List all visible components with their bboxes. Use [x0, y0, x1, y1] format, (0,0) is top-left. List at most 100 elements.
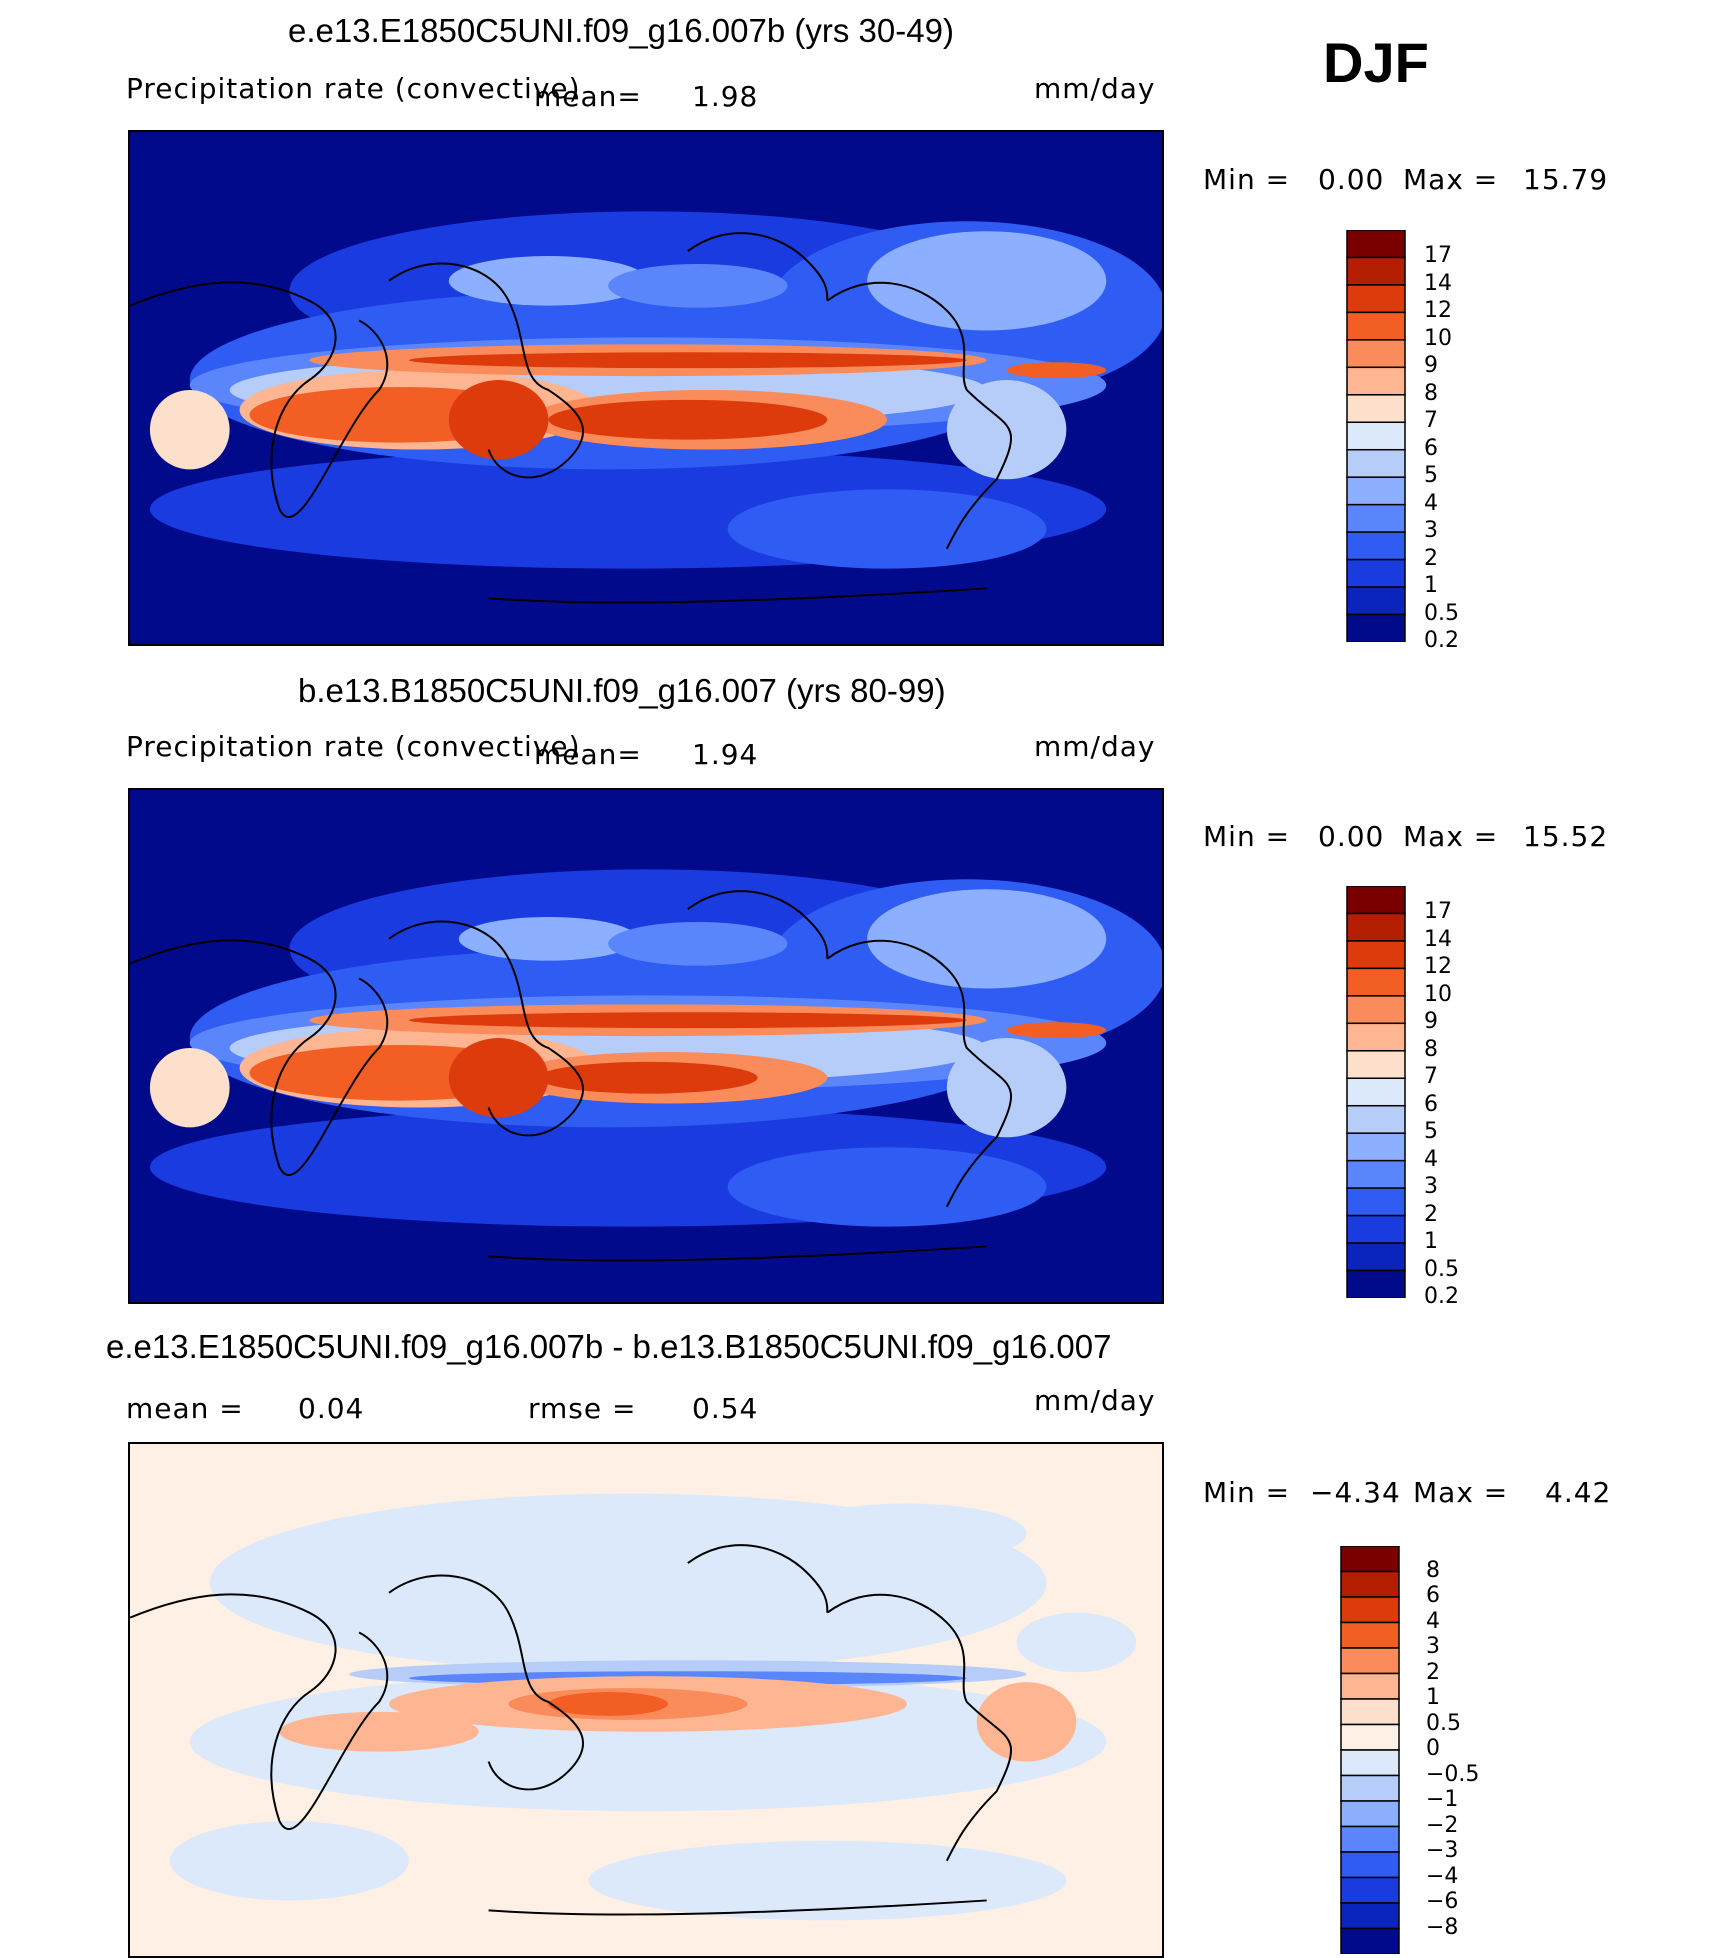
panel-2-min-label: Min = [1203, 820, 1291, 853]
colorbar-tick-label: −0.5 [1426, 1761, 1480, 1787]
colorbar-tick-label: 14 [1424, 270, 1452, 296]
colorbar-tick-label: 9 [1424, 1009, 1438, 1035]
colorbar-swatch [1346, 1269, 1406, 1298]
panel-1-units: mm/day [1034, 72, 1156, 105]
colorbar-swatch [1346, 1104, 1406, 1134]
colorbar-tick-label: 8 [1426, 1557, 1440, 1583]
colorbar-swatch [1346, 1077, 1406, 1107]
colorbar-swatch [1346, 503, 1406, 533]
colorbar-swatch [1340, 1800, 1400, 1828]
panel-1-max-value: 15.79 [1523, 163, 1609, 196]
colorbar-tick-label: 6 [1424, 1091, 1438, 1117]
colorbar-tick-label: 1 [1424, 573, 1438, 599]
colorbar-swatch [1346, 476, 1406, 506]
panel-3-max-value: 4.42 [1545, 1476, 1612, 1509]
colorbar-swatch [1340, 1672, 1400, 1700]
panel-2-units: mm/day [1034, 730, 1156, 763]
panel-3-max-label: Max = [1413, 1476, 1509, 1509]
colorbar-tick-label: 3 [1424, 1174, 1438, 1200]
panel-3-rmse-label: rmse = [528, 1392, 637, 1425]
colorbar-tick-label: 4 [1424, 490, 1438, 516]
panel-1-min-value: 0.00 [1318, 163, 1385, 196]
colorbar-tick-label: 0.5 [1424, 1256, 1459, 1282]
colorbar-swatch [1340, 1698, 1400, 1726]
colorbar-tick-label: 2 [1424, 545, 1438, 571]
colorbar-tick-label: 12 [1424, 954, 1452, 980]
colorbar-swatch [1340, 1876, 1400, 1904]
colorbar-tick-label: 17 [1424, 243, 1452, 269]
colorbar-tick-label: 12 [1424, 298, 1452, 324]
panel-1-max-label: Max = [1403, 163, 1499, 196]
colorbar-tick-label: 0.5 [1424, 600, 1459, 626]
colorbar-swatch [1340, 1596, 1400, 1624]
colorbar-swatch [1346, 940, 1406, 970]
panel-3-rmse-value: 0.54 [692, 1392, 759, 1425]
colorbar-tick-label: −8 [1426, 1914, 1459, 1940]
panel-3-colorbar-swatches [1340, 1546, 1400, 1954]
panel-2-variable: Precipitation rate (convective) [126, 730, 581, 763]
colorbar-swatch [1346, 995, 1406, 1025]
colorbar-swatch [1340, 1621, 1400, 1649]
colorbar-tick-label: 4 [1424, 1146, 1438, 1172]
panel-2-mean-value: 1.94 [692, 738, 759, 771]
colorbar-swatch [1340, 1546, 1400, 1573]
colorbar-swatch [1340, 1570, 1400, 1598]
colorbar-tick-label: −4 [1426, 1863, 1459, 1889]
colorbar-tick-label: −6 [1426, 1889, 1459, 1914]
colorbar-swatch [1340, 1749, 1400, 1777]
panel-3-units: mm/day [1034, 1384, 1156, 1417]
panel-2-map [128, 788, 1164, 1304]
colorbar-tick-label: 5 [1424, 463, 1438, 489]
colorbar-swatch [1346, 366, 1406, 396]
panel-2-precip-field [130, 790, 1162, 1302]
colorbar-swatch [1346, 284, 1406, 314]
colorbar-tick-label: 2 [1426, 1659, 1440, 1685]
colorbar-tick-label: 8 [1424, 1036, 1438, 1062]
panel-1-title: e.e13.E1850C5UNI.f09_g16.007b (yrs 30-49… [288, 12, 954, 49]
colorbar-swatch [1340, 1774, 1400, 1802]
colorbar-tick-label: 6 [1426, 1583, 1440, 1608]
panel-2-colorbar-swatches [1346, 886, 1406, 1298]
colorbar-swatch [1346, 1187, 1406, 1217]
panel-2-max-label: Max = [1403, 820, 1499, 853]
panel-1-mean-label: mean= [534, 80, 642, 113]
panel-3-difference-field [130, 1444, 1162, 1956]
colorbar-swatch [1340, 1851, 1400, 1879]
colorbar-swatch [1340, 1825, 1400, 1853]
colorbar-swatch [1346, 912, 1406, 942]
colorbar-swatch [1340, 1902, 1400, 1930]
colorbar-swatch [1346, 256, 1406, 286]
panel-2-min-value: 0.00 [1318, 820, 1385, 853]
colorbar-tick-label: −2 [1426, 1812, 1459, 1838]
colorbar-swatch [1346, 448, 1406, 478]
colorbar-tick-label: 7 [1424, 1064, 1438, 1090]
colorbar-swatch [1346, 613, 1406, 642]
colorbar-swatch [1346, 1022, 1406, 1052]
colorbar-tick-label: 0.5 [1426, 1710, 1461, 1736]
colorbar-tick-label: 2 [1424, 1201, 1438, 1227]
colorbar-tick-label: 7 [1424, 408, 1438, 434]
colorbar-tick-label: 5 [1424, 1119, 1438, 1145]
colorbar-swatch [1346, 1214, 1406, 1244]
panel-3-mean-value: 0.04 [298, 1392, 365, 1425]
colorbar-tick-label: 3 [1426, 1634, 1440, 1659]
panel-3-map [128, 1442, 1164, 1958]
colorbar-tick-label: 1 [1424, 1229, 1438, 1255]
colorbar-tick-label: 10 [1424, 981, 1452, 1007]
panel-2-title: b.e13.B1850C5UNI.f09_g16.007 (yrs 80-99) [298, 672, 946, 709]
season-label: DJF [1323, 31, 1429, 94]
colorbar-swatch [1346, 1159, 1406, 1189]
colorbar-swatch [1346, 339, 1406, 369]
colorbar-tick-label: 1 [1426, 1685, 1440, 1710]
panel-3-min-value: −4.34 [1310, 1476, 1401, 1509]
panel-2-colorbar: 17 14 12 10 9 8 7 6 5 4 3 2 1 0.5 0.2 [1346, 886, 1506, 1309]
colorbar-tick-label: −1 [1426, 1787, 1459, 1812]
colorbar-tick-label: 9 [1424, 353, 1438, 379]
panel-1-variable: Precipitation rate (convective) [126, 72, 581, 105]
colorbar-tick-label: −3 [1426, 1838, 1459, 1863]
colorbar-tick-label: 0.2 [1424, 1284, 1459, 1309]
colorbar-swatch [1346, 886, 1406, 915]
panel-2-mean-label: mean= [534, 738, 642, 771]
colorbar-swatch [1346, 230, 1406, 259]
panel-1-colorbar-swatches [1346, 230, 1406, 642]
